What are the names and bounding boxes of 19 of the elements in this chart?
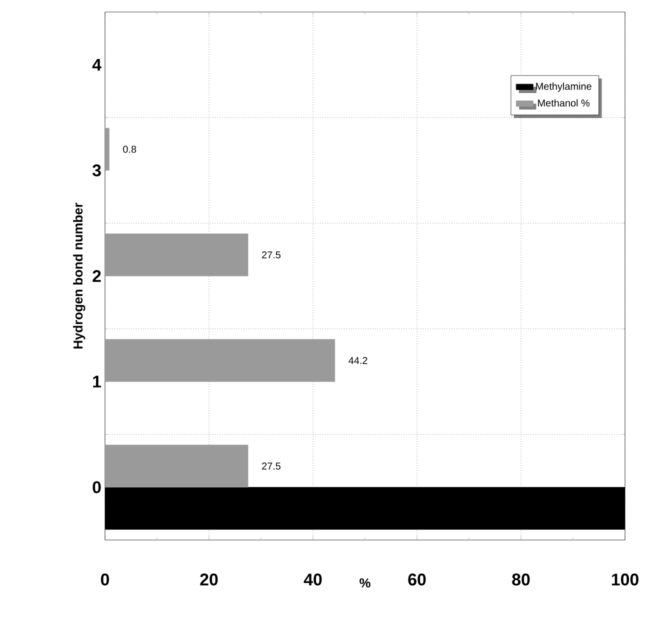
- x-axis-title: %: [360, 578, 370, 588]
- x-tick-label: 100: [612, 574, 638, 586]
- data-label: 44.2: [348, 357, 368, 364]
- legend-label: Methanol %: [538, 99, 590, 107]
- x-tick-label: 80: [512, 574, 530, 586]
- data-label: 0.8: [123, 146, 136, 153]
- y-tick-label: 3: [92, 164, 101, 176]
- legend-label: Methylamine: [536, 82, 592, 92]
- y-tick-label: 0: [92, 481, 101, 494]
- data-label: 27.5: [262, 251, 280, 258]
- x-tick-label: 0: [100, 574, 110, 586]
- y-tick-label: 1: [93, 376, 102, 388]
- x-tick-label: 40: [304, 574, 322, 586]
- data-label: 27.5: [262, 462, 280, 470]
- y-tick-label: 4: [92, 58, 102, 71]
- y-tick-label: 2: [92, 270, 101, 282]
- x-tick-label: 60: [408, 574, 426, 586]
- y-axis-title: Hydrogen bond number: [73, 202, 86, 349]
- x-tick-label: 20: [200, 574, 218, 586]
